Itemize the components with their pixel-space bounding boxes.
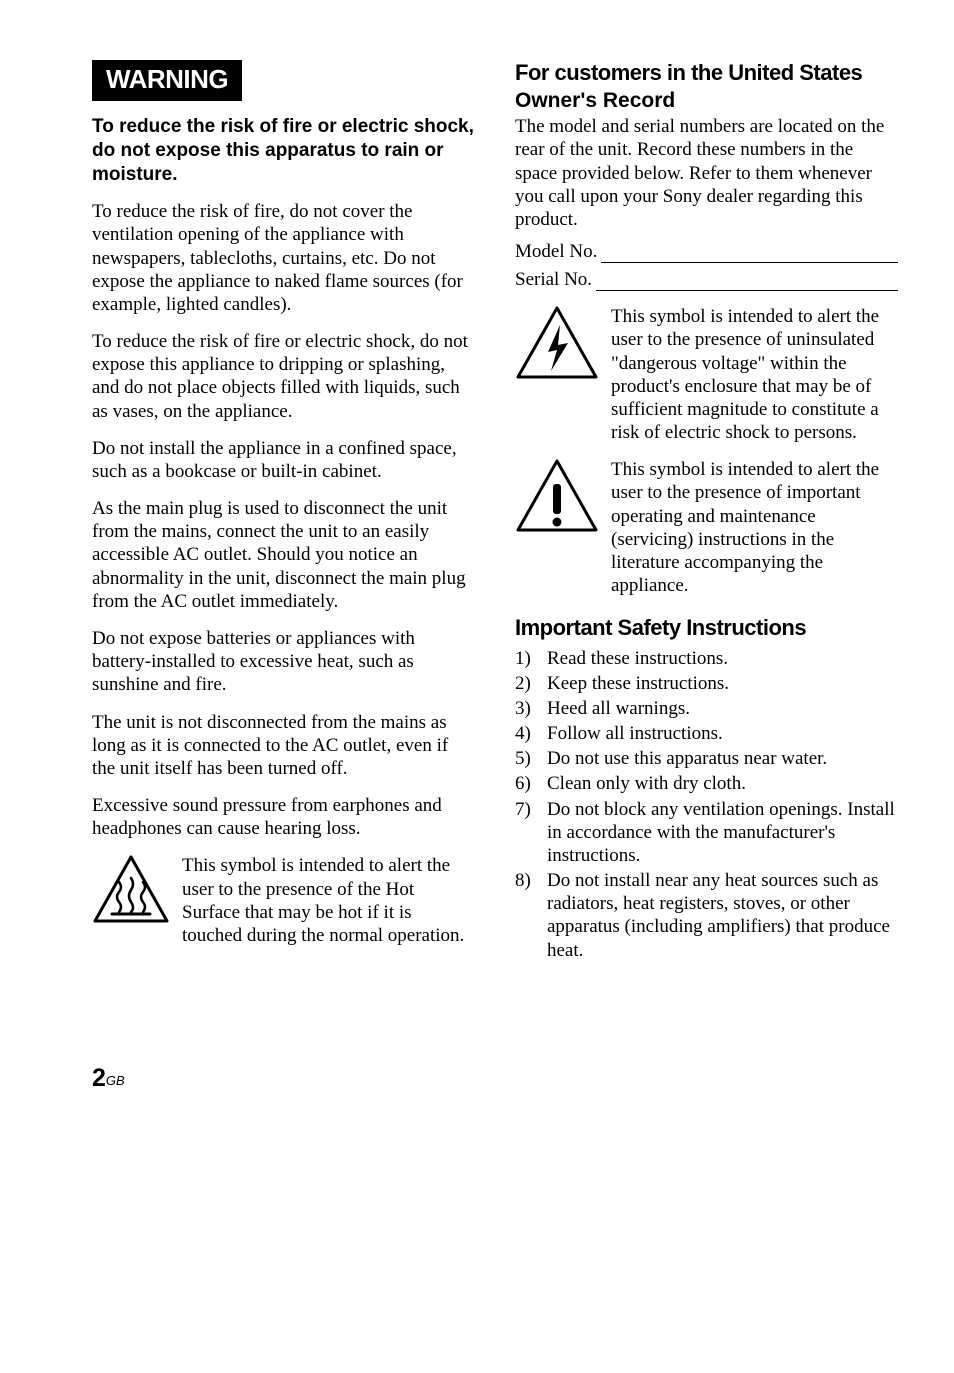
serial-no-row: Serial No. [515,269,898,291]
caution-icon [515,458,599,597]
list-text: Do not install near any heat sources suc… [547,869,898,962]
caution-text: This symbol is intended to alert the use… [611,458,898,597]
list-text: Follow all instructions. [547,722,723,745]
list-text: Keep these instructions. [547,672,729,695]
page-content: WARNING To reduce the risk of fire or el… [0,0,954,1004]
para-7: Excessive sound pressure from earphones … [92,794,475,840]
safety-heading: Important Safety Instructions [515,615,898,640]
list-text: Read these instructions. [547,647,728,670]
list-item: 4)Follow all instructions. [515,722,898,745]
serial-no-line [596,272,898,291]
list-text: Do not block any ventilation openings. I… [547,798,898,868]
para-3: Do not install the appliance in a confin… [92,437,475,483]
para-4: As the main plug is used to disconnect t… [92,497,475,613]
para-6: The unit is not disconnected from the ma… [92,711,475,781]
caution-block: This symbol is intended to alert the use… [515,458,898,597]
list-text: Clean only with dry cloth. [547,772,746,795]
hot-surface-icon [92,854,170,947]
list-text: Do not use this apparatus near water. [547,747,827,770]
model-no-row: Model No. [515,241,898,263]
list-num: 8) [515,869,547,962]
model-no-line [601,244,898,263]
warning-heading: WARNING [92,60,242,101]
list-num: 4) [515,722,547,745]
list-item: 2)Keep these instructions. [515,672,898,695]
page-number: 2 [92,1064,106,1092]
voltage-icon [515,305,599,444]
para-1: To reduce the risk of fire, do not cover… [92,200,475,316]
list-item: 3)Heed all warnings. [515,697,898,720]
list-item: 6)Clean only with dry cloth. [515,772,898,795]
left-column: WARNING To reduce the risk of fire or el… [92,60,475,964]
owners-record-para: The model and serial numbers are located… [515,115,898,231]
page-lang: GB [106,1073,125,1088]
page-footer: 2GB [0,1064,954,1093]
customers-heading: For customers in the United States [515,60,898,85]
hot-surface-block: This symbol is intended to alert the use… [92,854,475,947]
model-no-label: Model No. [515,241,597,263]
list-num: 6) [515,772,547,795]
para-5: Do not expose batteries or appliances wi… [92,627,475,697]
list-num: 7) [515,798,547,868]
warning-subhead: To reduce the risk of fire or electric s… [92,115,475,186]
list-num: 1) [515,647,547,670]
voltage-text: This symbol is intended to alert the use… [611,305,898,444]
list-item: 7)Do not block any ventilation openings.… [515,798,898,868]
owners-record-heading: Owner's Record [515,89,898,113]
list-item: 5)Do not use this apparatus near water. [515,747,898,770]
hot-surface-text: This symbol is intended to alert the use… [182,854,475,947]
para-2: To reduce the risk of fire or electric s… [92,330,475,423]
list-num: 3) [515,697,547,720]
voltage-block: This symbol is intended to alert the use… [515,305,898,444]
safety-list: 1)Read these instructions. 2)Keep these … [515,647,898,962]
list-item: 8)Do not install near any heat sources s… [515,869,898,962]
list-num: 2) [515,672,547,695]
list-num: 5) [515,747,547,770]
list-text: Heed all warnings. [547,697,690,720]
right-column: For customers in the United States Owner… [515,60,898,964]
serial-no-label: Serial No. [515,269,592,291]
list-item: 1)Read these instructions. [515,647,898,670]
